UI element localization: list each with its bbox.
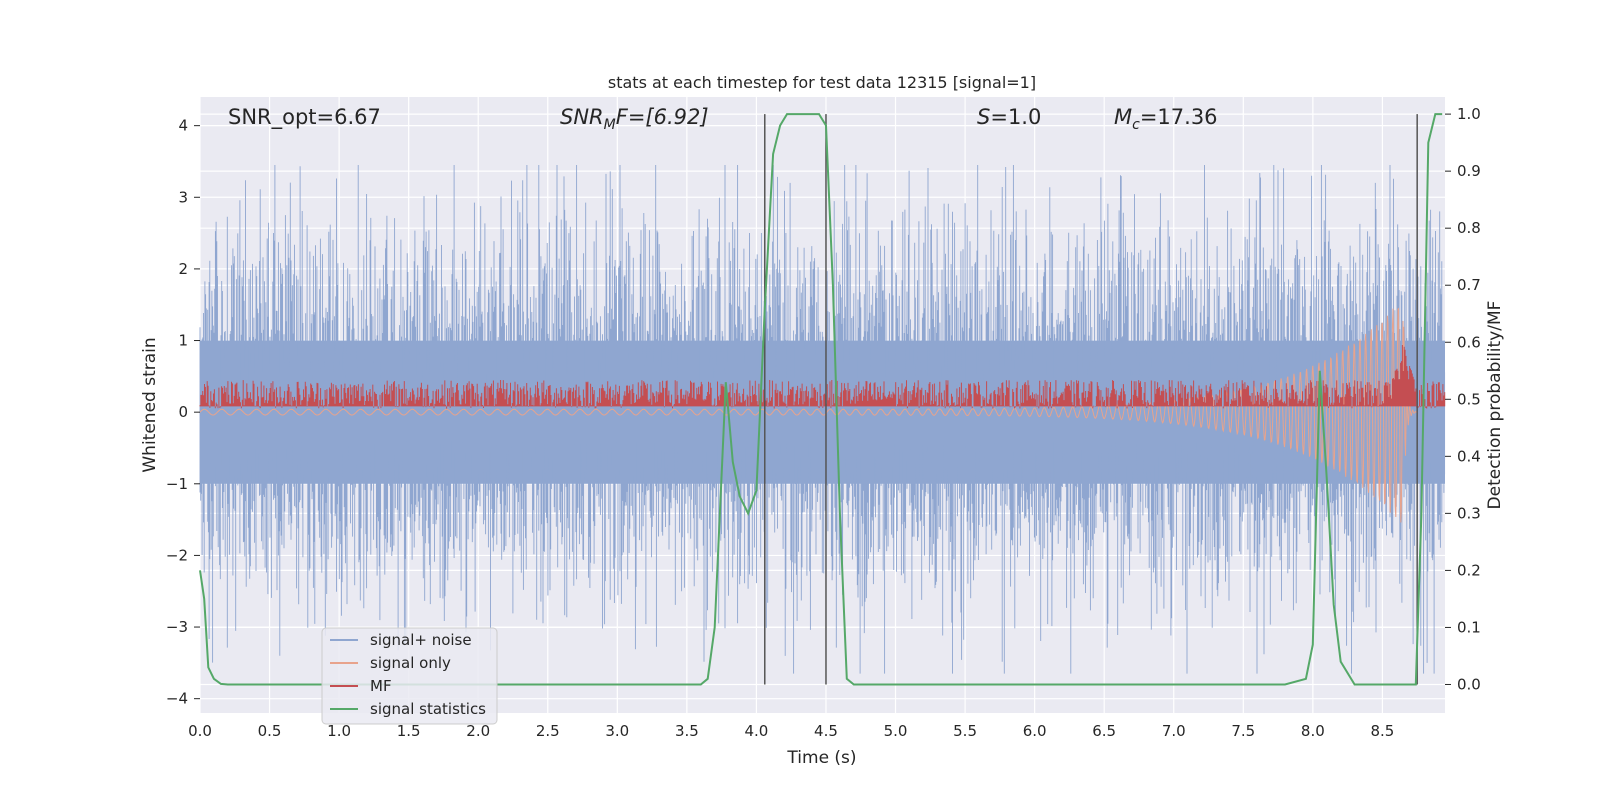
y-left-tick-label: −1	[166, 475, 188, 493]
x-tick-label: 1.0	[327, 722, 351, 740]
snr-mf-base: SNR	[560, 105, 604, 129]
x-tick-label: 6.0	[1023, 722, 1047, 740]
x-tick-label: 4.5	[814, 722, 838, 740]
legend-box	[321, 627, 498, 725]
y-right-tick-label: 1.0	[1457, 105, 1481, 123]
chart-title: stats at each timestep for test data 123…	[608, 73, 1036, 92]
x-tick-label: 1.5	[397, 722, 421, 740]
y-right-tick-label: 0.8	[1457, 219, 1481, 237]
x-tick-label: 5.5	[953, 722, 977, 740]
y-left-tick-label: 2	[178, 260, 188, 278]
mc-sub: c	[1132, 117, 1140, 133]
mc-value: =17.36	[1140, 105, 1218, 129]
y-left-tick-label: 4	[178, 117, 188, 135]
mc-annotation: Mc=17.36	[1114, 105, 1218, 133]
y-left-tick-label: −2	[166, 546, 188, 564]
y-left-tick-label: −3	[166, 618, 188, 636]
x-tick-label: 0.5	[258, 722, 282, 740]
x-tick-label: 3.5	[675, 722, 699, 740]
detection-markers	[764, 114, 1418, 685]
legend-label-signal-only: signal only	[370, 654, 451, 672]
x-tick-label: 7.0	[1162, 722, 1186, 740]
y-left-tick-label: 1	[178, 332, 188, 350]
x-tick-label: 5.0	[884, 722, 908, 740]
x-tick-label: 2.5	[536, 722, 560, 740]
x-tick-label: 2.0	[466, 722, 490, 740]
y-left-tick-label: −4	[166, 690, 188, 708]
y-right-tick-label: 0.7	[1457, 276, 1481, 294]
y-right-tick-label: 0.3	[1457, 504, 1481, 522]
legend-label-signal-statistics: signal statistics	[370, 700, 486, 718]
y-axis-left-label: Whitened strain	[140, 337, 160, 472]
y-right-tick-label: 0.6	[1457, 333, 1481, 351]
mc-base: M	[1114, 105, 1132, 129]
x-tick-label: 4.0	[744, 722, 768, 740]
s-annotation: S=1.0	[977, 105, 1041, 129]
legend-label-mf: MF	[370, 677, 392, 695]
x-tick-label: 7.5	[1231, 722, 1255, 740]
y-left-tick-label: 3	[178, 188, 188, 206]
y-right-tick-label: 0.9	[1457, 162, 1481, 180]
signal-plus-noise-series	[199, 165, 1446, 674]
x-axis-label: Time (s)	[786, 748, 856, 768]
x-tick-label: 0.0	[188, 722, 212, 740]
signal-statistics-line	[199, 113, 1443, 686]
legend-label-signal-noise: signal+ noise	[370, 631, 472, 649]
signal-statistics-series	[199, 113, 1443, 686]
x-tick-label: 8.0	[1301, 722, 1325, 740]
x-tick-label: 3.0	[605, 722, 629, 740]
x-tick-label: 6.5	[1092, 722, 1116, 740]
y-axis-right-label: Detection probability/MF	[1485, 301, 1505, 510]
x-tick-label: 8.5	[1370, 722, 1394, 740]
signal-only-series	[199, 307, 1418, 523]
y-right-tick-label: 0.1	[1457, 618, 1481, 636]
y-left-tick-label: 0	[178, 403, 188, 421]
snr-mf-annotation: SNRMF=[6.92]	[560, 105, 709, 133]
s-value: =1.0	[990, 105, 1041, 129]
snr-opt-annotation: SNR_opt=6.67	[228, 105, 381, 130]
mf-line	[199, 345, 1446, 409]
s-label: S	[977, 105, 990, 129]
snr-mf-sub: M	[604, 117, 616, 133]
signal-only-line	[199, 307, 1418, 523]
legend: signal+ noise signal only MF signal stat…	[321, 627, 498, 725]
y-right-tick-label: 0.0	[1457, 675, 1481, 693]
mf-series	[199, 345, 1446, 409]
ticks: 0.0 0.5 1.0 1.5 2.0 2.5 3.0 3.5 4.0 4.5 5.0 5.5 6.0 6…	[166, 105, 1481, 740]
y-right-tick-label: 0.2	[1457, 561, 1481, 579]
snr-mf-rest: F=[6.92]	[616, 105, 709, 129]
y-right-tick-label: 0.4	[1457, 447, 1481, 465]
y-right-tick-label: 0.5	[1457, 390, 1481, 408]
